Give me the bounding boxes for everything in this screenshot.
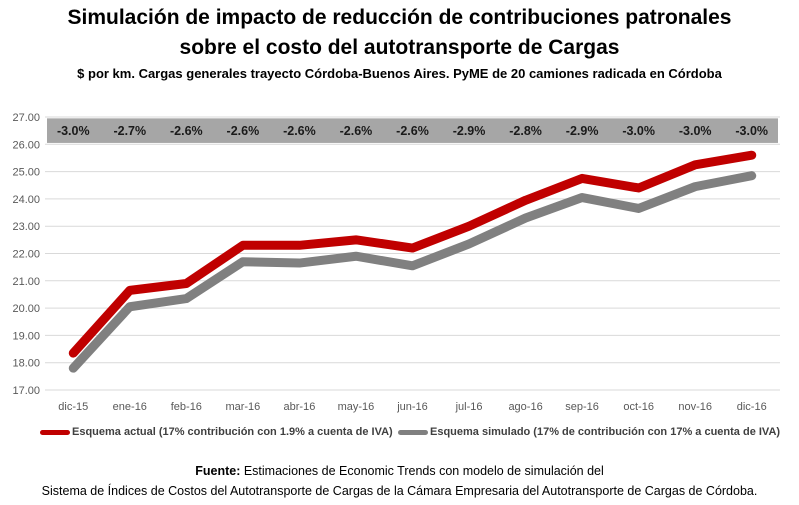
x-tick-label: abr-16: [284, 401, 316, 413]
x-tick-label: oct-16: [623, 401, 654, 413]
difference-band-bg: [47, 118, 778, 143]
x-tick-label: sep-16: [565, 401, 599, 413]
difference-label: -2.8%: [509, 124, 542, 138]
source-label: Fuente:: [195, 464, 241, 478]
x-tick-label: may-16: [338, 401, 375, 413]
difference-label: -2.6%: [340, 124, 373, 138]
difference-label: -2.6%: [283, 124, 316, 138]
difference-label: -3.0%: [622, 124, 655, 138]
chart-title-line1: Simulación de impacto de reducción de co…: [67, 6, 732, 29]
difference-label: -3.0%: [57, 124, 90, 138]
difference-label: -2.6%: [227, 124, 260, 138]
chart-subtitle: $ por km. Cargas generales trayecto Córd…: [77, 66, 722, 81]
source-note-line1: Fuente: Estimaciones de Economic Trends …: [0, 464, 799, 478]
difference-label: -2.9%: [566, 124, 599, 138]
difference-band: -3.0% -2.7% -2.6% -2.6% -2.6% -2.6% -2.6% -2.9%…: [47, 118, 778, 143]
y-tick-label: 21.00: [12, 276, 40, 288]
difference-label: -2.6%: [170, 124, 203, 138]
y-axis-ticks: 17.00 18.00 19.00 20.00 21.00 22.00 23.00 24.00…: [12, 112, 40, 397]
y-tick-label: 26.00: [12, 139, 40, 151]
y-tick-label: 25.00: [12, 167, 40, 179]
x-tick-label: ene-16: [113, 401, 147, 413]
x-tick-label: dic-15: [58, 401, 88, 413]
difference-label: -3.0%: [735, 124, 768, 138]
difference-label: -2.6%: [396, 124, 429, 138]
source-text: Estimaciones de Economic Trends con mode…: [240, 464, 604, 478]
difference-label: -2.9%: [453, 124, 486, 138]
x-tick-label: dic-16: [737, 401, 767, 413]
source-note-line2: Sistema de Índices de Costos del Autotra…: [41, 484, 758, 498]
y-tick-label: 19.00: [12, 330, 40, 342]
y-tick-label: 18.00: [12, 358, 40, 370]
x-tick-label: nov-16: [678, 401, 712, 413]
legend-label-simulated: Esquema simulado (17% de contribución co…: [430, 426, 781, 438]
x-tick-label: jul-16: [455, 401, 483, 413]
y-tick-label: 22.00: [12, 249, 40, 261]
chart-title-line2: sobre el costo del autotransporte de Car…: [179, 36, 620, 59]
difference-label: -2.7%: [113, 124, 146, 138]
legend-item-simulated: Esquema simulado (17% de contribución co…: [398, 426, 780, 438]
difference-label: -3.0%: [679, 124, 712, 138]
x-tick-label: jun-16: [396, 401, 428, 413]
y-tick-label: 23.00: [12, 221, 40, 233]
y-tick-label: 17.00: [12, 385, 40, 397]
line-chart: -3.0% -2.7% -2.6% -2.6% -2.6% -2.6% -2.6% -2.9%…: [12, 112, 780, 413]
legend-label-actual: Esquema actual (17% contribución con 1.9…: [72, 426, 393, 438]
series-line-actual: [68, 150, 757, 358]
x-tick-label: mar-16: [225, 401, 260, 413]
y-tick-label: 24.00: [12, 194, 40, 206]
legend-swatch-simulated: [398, 429, 428, 435]
gridlines: [45, 116, 780, 391]
legend-swatch-actual: [40, 429, 70, 435]
series-line-simulated: [68, 171, 757, 373]
y-tick-label: 27.00: [12, 112, 40, 124]
series-lines: [68, 150, 757, 373]
legend-item-actual: Esquema actual (17% contribución con 1.9…: [40, 426, 393, 438]
x-tick-label: ago-16: [508, 401, 542, 413]
x-axis-ticks: dic-15 ene-16 feb-16 mar-16 abr-16 may-16 jun-…: [58, 401, 766, 413]
y-tick-label: 20.00: [12, 303, 40, 315]
x-tick-label: feb-16: [171, 401, 202, 413]
